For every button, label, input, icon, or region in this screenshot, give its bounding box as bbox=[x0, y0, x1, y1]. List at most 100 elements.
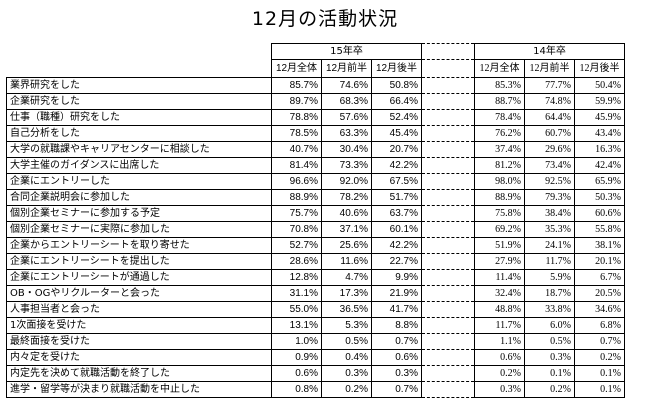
table-row: 企業にエントリーシートが通過した 12.8% 4.7% 9.9% 11.4% 5.9% 6.… bbox=[6, 269, 625, 286]
row-label: 企業からエントリーシートを取り寄せた bbox=[6, 237, 272, 254]
sub-header-14-second: 12月後半 bbox=[574, 59, 625, 78]
cell-14: 35.3% bbox=[524, 221, 575, 238]
cell-14: 38.1% bbox=[574, 237, 625, 254]
cell-15: 5.3% bbox=[321, 317, 372, 334]
cell-15: 51.7% bbox=[371, 189, 422, 206]
table-row: 内々定を受けた 0.9% 0.4% 0.6% 0.6% 0.3% 0.2% bbox=[6, 349, 625, 366]
gap-column bbox=[421, 301, 475, 318]
cell-15: 89.7% bbox=[271, 93, 322, 110]
row-label: 業界研究をした bbox=[6, 77, 272, 94]
cell-14: 0.3% bbox=[474, 381, 525, 398]
cell-14: 77.7% bbox=[524, 77, 575, 94]
cell-14: 69.2% bbox=[474, 221, 525, 238]
cell-14: 11.4% bbox=[474, 269, 525, 286]
cell-14: 88.9% bbox=[474, 189, 525, 206]
cell-15: 17.3% bbox=[321, 285, 372, 302]
cell-14: 1.1% bbox=[474, 333, 525, 350]
cell-15: 12.8% bbox=[271, 269, 322, 286]
gap-column bbox=[421, 125, 475, 142]
cell-15: 0.3% bbox=[371, 365, 422, 382]
cell-15: 55.0% bbox=[271, 301, 322, 318]
cell-14: 59.9% bbox=[574, 93, 625, 110]
cell-15: 28.6% bbox=[271, 253, 322, 270]
cell-15: 50.8% bbox=[371, 77, 422, 94]
cell-14: 45.9% bbox=[574, 109, 625, 126]
cell-14: 88.7% bbox=[474, 93, 525, 110]
cell-14: 20.5% bbox=[574, 285, 625, 302]
row-label: 内々定を受けた bbox=[6, 349, 272, 366]
group-header-15: 15年卒 bbox=[271, 43, 422, 60]
cell-14: 98.0% bbox=[474, 173, 525, 190]
table-row: 個別企業セミナーに参加する予定 75.7% 40.6% 63.7% 75.8% 38.4%… bbox=[6, 205, 625, 222]
cell-15: 22.7% bbox=[371, 253, 422, 270]
cell-14: 0.2% bbox=[524, 381, 575, 398]
cell-14: 5.9% bbox=[524, 269, 575, 286]
cell-15: 52.7% bbox=[271, 237, 322, 254]
cell-15: 67.5% bbox=[371, 173, 422, 190]
table-row: 業界研究をした 85.7% 74.6% 50.8% 85.3% 77.7% 50.4% bbox=[6, 77, 625, 94]
cell-15: 78.8% bbox=[271, 109, 322, 126]
row-label: 内定先を決めて就職活動を終了した bbox=[6, 365, 272, 382]
gap-column bbox=[421, 189, 475, 206]
cell-15: 36.5% bbox=[321, 301, 372, 318]
row-label: 企業にエントリーシートが通過した bbox=[6, 269, 272, 286]
cell-14: 85.3% bbox=[474, 77, 525, 94]
cell-15: 81.4% bbox=[271, 157, 322, 174]
cell-14: 79.3% bbox=[524, 189, 575, 206]
group-header-14: 14年卒 bbox=[474, 43, 625, 60]
gap-column bbox=[421, 253, 475, 270]
cell-15: 37.1% bbox=[321, 221, 372, 238]
table-row: 合同企業説明会に参加した 88.9% 78.2% 51.7% 88.9% 79.3% 50.… bbox=[6, 189, 625, 206]
cell-15: 13.1% bbox=[271, 317, 322, 334]
cell-15: 0.7% bbox=[371, 333, 422, 350]
cell-15: 0.3% bbox=[321, 365, 372, 382]
gap-column bbox=[421, 285, 475, 302]
row-label: 企業にエントリーシートを提出した bbox=[6, 253, 272, 270]
gap-column bbox=[421, 349, 475, 366]
cell-15: 0.4% bbox=[321, 349, 372, 366]
cell-15: 30.4% bbox=[321, 141, 372, 158]
cell-14: 11.7% bbox=[474, 317, 525, 334]
row-label: 仕事（職種）研究をした bbox=[6, 109, 272, 126]
gap-column bbox=[421, 317, 475, 334]
corner-blank bbox=[7, 44, 272, 60]
cell-15: 20.7% bbox=[371, 141, 422, 158]
gap-column bbox=[421, 365, 475, 382]
cell-15: 0.6% bbox=[271, 365, 322, 382]
cell-15: 92.0% bbox=[321, 173, 372, 190]
cell-14: 76.2% bbox=[474, 125, 525, 142]
cell-15: 0.5% bbox=[321, 333, 372, 350]
row-label: 最終面接を受けた bbox=[6, 333, 272, 350]
cell-15: 74.6% bbox=[321, 77, 372, 94]
row-label: 1次面接を受けた bbox=[6, 317, 272, 334]
row-label: OB・OGやリクルーターと会った bbox=[6, 285, 272, 302]
table-row: 企業にエントリーシートを提出した 28.6% 11.6% 22.7% 27.9% 11.7… bbox=[6, 253, 625, 270]
cell-15: 0.9% bbox=[271, 349, 322, 366]
cell-14: 34.6% bbox=[574, 301, 625, 318]
sub-header-14-first: 12月前半 bbox=[524, 59, 575, 78]
table-row: 人事担当者と会った 55.0% 36.5% 41.7% 48.8% 33.8% 34.6% bbox=[6, 301, 625, 318]
table-row: 仕事（職種）研究をした 78.8% 57.6% 52.4% 78.4% 64.4% 45.9… bbox=[6, 109, 625, 126]
cell-14: 48.8% bbox=[474, 301, 525, 318]
sub-header-15-second: 12月後半 bbox=[371, 59, 422, 78]
cell-14: 65.9% bbox=[574, 173, 625, 190]
cell-15: 63.7% bbox=[371, 205, 422, 222]
gap-column bbox=[421, 109, 475, 126]
gap-column bbox=[421, 221, 475, 238]
cell-14: 18.7% bbox=[524, 285, 575, 302]
cell-15: 73.3% bbox=[321, 157, 372, 174]
gap-column bbox=[421, 205, 475, 222]
gap-column bbox=[421, 93, 475, 110]
gap-column bbox=[421, 333, 475, 350]
table-row: 進学・留学等が決まり就職活動を中止した 0.8% 0.2% 0.7% 0.3% 0.2% 0… bbox=[6, 381, 625, 398]
cell-14: 55.8% bbox=[574, 221, 625, 238]
cell-15: 0.6% bbox=[371, 349, 422, 366]
cell-14: 0.2% bbox=[574, 349, 625, 366]
row-label: 個別企業セミナーに実際に参加した bbox=[6, 221, 272, 238]
cell-15: 66.4% bbox=[371, 93, 422, 110]
sub-header-15-first: 12月前半 bbox=[321, 59, 372, 78]
gap-column bbox=[421, 237, 475, 254]
cell-14: 0.1% bbox=[574, 365, 625, 382]
corner-blank bbox=[7, 60, 272, 78]
cell-14: 37.4% bbox=[474, 141, 525, 158]
